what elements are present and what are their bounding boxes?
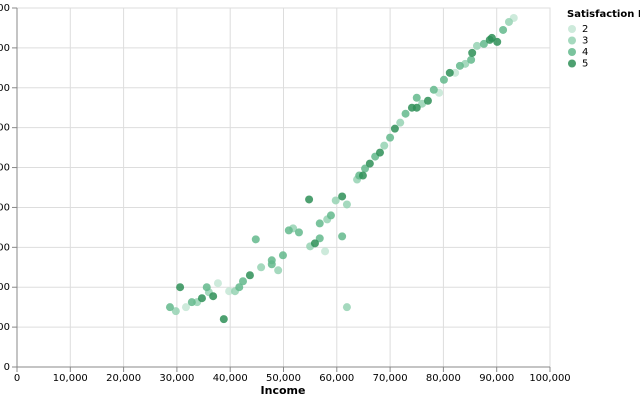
point	[342, 303, 351, 312]
point	[479, 39, 488, 48]
point	[213, 279, 222, 288]
x-tick-label: 70,000	[373, 373, 408, 384]
x-axis-title: Income	[261, 384, 306, 397]
point	[284, 226, 293, 235]
point	[187, 298, 196, 307]
point	[412, 103, 421, 112]
point	[493, 37, 502, 46]
point	[267, 260, 276, 269]
x-tick-label: 100,000	[529, 373, 570, 384]
point	[365, 159, 374, 168]
y-tick-label: 5,000	[0, 163, 10, 174]
legend-label: 3	[582, 36, 588, 47]
point	[429, 85, 438, 94]
point	[315, 219, 324, 228]
y-tick-label: 3,000	[0, 242, 10, 253]
point	[396, 118, 405, 127]
y-tick-label: 7,000	[0, 83, 10, 94]
point	[472, 41, 481, 50]
point	[202, 283, 211, 292]
y-tick-label: 0	[4, 362, 10, 373]
x-tick-label: 0	[14, 373, 20, 384]
legend-symbol	[568, 25, 576, 33]
point	[468, 48, 477, 57]
x-tick-label: 50,000	[266, 373, 301, 384]
point	[310, 239, 319, 248]
point	[338, 232, 347, 241]
x-tick-label: 40,000	[213, 373, 248, 384]
point	[455, 61, 464, 70]
point	[165, 303, 174, 312]
point	[305, 195, 314, 204]
x-tick-label: 30,000	[159, 373, 194, 384]
point	[326, 211, 335, 220]
point	[257, 263, 266, 272]
point	[181, 303, 190, 312]
y-tick-label: 2,000	[0, 282, 10, 293]
point	[294, 228, 303, 237]
legend-symbol	[568, 48, 576, 56]
y-tick-label: 8,000	[0, 43, 10, 54]
point	[445, 68, 454, 77]
legend-label: 2	[582, 24, 588, 35]
point	[423, 96, 432, 105]
point	[361, 164, 370, 173]
point	[245, 271, 254, 280]
point	[375, 148, 384, 157]
point	[342, 200, 351, 209]
point	[235, 283, 244, 292]
point	[467, 55, 476, 64]
point	[238, 277, 247, 286]
point	[386, 133, 395, 142]
point	[331, 196, 340, 205]
y-tick-label: 4,000	[0, 202, 10, 213]
x-tick-label: 60,000	[319, 373, 354, 384]
point	[197, 294, 206, 303]
y-tick-label: 1,000	[0, 322, 10, 333]
y-tick-label: 6,000	[0, 123, 10, 134]
point	[278, 251, 287, 260]
point	[219, 315, 228, 324]
point	[251, 235, 260, 244]
point	[504, 17, 513, 26]
point	[499, 25, 508, 34]
x-tick-label: 90,000	[479, 373, 514, 384]
point	[209, 292, 218, 301]
x-tick-label: 10,000	[53, 373, 88, 384]
x-tick-label: 80,000	[426, 373, 461, 384]
point	[390, 124, 399, 133]
point	[380, 141, 389, 150]
point	[176, 283, 185, 292]
x-tick-label: 20,000	[106, 373, 141, 384]
point	[274, 266, 283, 275]
point	[439, 75, 448, 84]
legend-symbol	[568, 36, 576, 45]
legend-symbol	[568, 59, 576, 68]
point	[358, 171, 367, 180]
legend-title: Satisfaction Rating	[567, 9, 640, 20]
point	[401, 109, 410, 118]
point	[171, 307, 180, 316]
point	[321, 247, 330, 256]
point	[412, 93, 421, 102]
y-tick-label: 9,000	[0, 3, 10, 14]
legend-label: 4	[582, 47, 588, 58]
point	[225, 287, 234, 296]
legend-label: 5	[582, 59, 588, 70]
point	[338, 192, 347, 201]
point	[315, 234, 324, 243]
